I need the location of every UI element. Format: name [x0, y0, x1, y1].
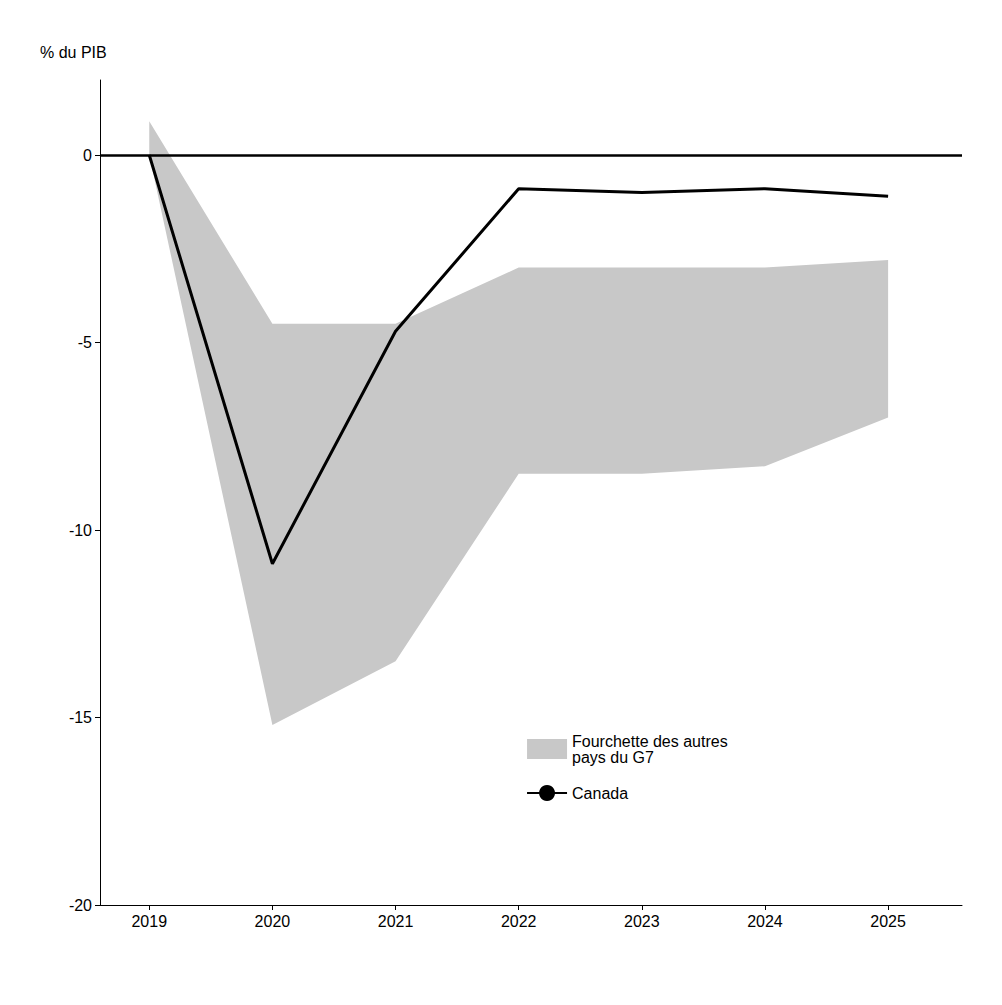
svg-text:-20: -20 — [69, 897, 92, 914]
svg-text:0: 0 — [83, 147, 92, 164]
svg-text:2020: 2020 — [255, 913, 291, 930]
svg-text:Fourchette des autres: Fourchette des autres — [572, 733, 728, 750]
svg-text:pays du G7: pays du G7 — [572, 749, 654, 766]
svg-text:2024: 2024 — [747, 913, 783, 930]
svg-text:2023: 2023 — [624, 913, 660, 930]
svg-text:2025: 2025 — [870, 913, 906, 930]
svg-text:Canada: Canada — [572, 785, 628, 802]
svg-text:% du PIB: % du PIB — [40, 44, 107, 61]
svg-text:2021: 2021 — [378, 913, 414, 930]
svg-text:-5: -5 — [78, 334, 92, 351]
svg-text:2019: 2019 — [131, 913, 167, 930]
svg-text:2022: 2022 — [501, 913, 537, 930]
svg-text:-15: -15 — [69, 709, 92, 726]
svg-text:-10: -10 — [69, 522, 92, 539]
